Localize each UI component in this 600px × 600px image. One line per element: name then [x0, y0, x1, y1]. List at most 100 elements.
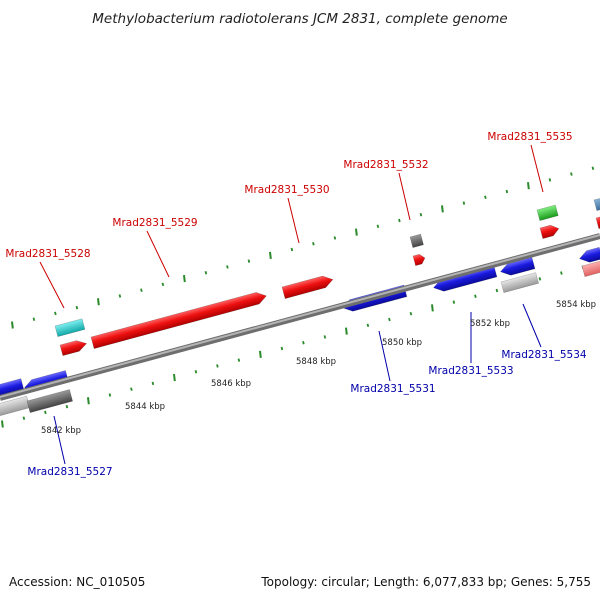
reverse-tick [194, 370, 198, 374]
kbp-label-5842: 5842 kbp [41, 426, 81, 436]
reverse-tick [44, 410, 47, 415]
forward-tick [527, 182, 530, 190]
forward-tick [226, 265, 229, 269]
feature-box [581, 260, 600, 277]
leader-line [398, 172, 411, 221]
forward-tick [591, 166, 595, 170]
gene-features [0, 196, 600, 418]
leader-line [378, 330, 391, 382]
forward-gene-label: Mrad2831_5528 [5, 248, 90, 260]
forward-gene-label: Mrad2831_5530 [244, 184, 329, 196]
forward-gene-label: Mrad2831_5532 [343, 159, 428, 171]
reverse-tick [1, 420, 4, 428]
reverse-gene-arrow [579, 246, 600, 263]
reverse-gene-label: Mrad2831_5533 [428, 365, 513, 377]
reverse-tick [366, 323, 370, 328]
leader-line [53, 415, 66, 465]
forward-gene-arrow [90, 292, 267, 349]
reverse-gene-label: Mrad2831_5527 [27, 466, 112, 478]
kbp-label-5850: 5850 kbp [382, 338, 422, 348]
forward-tick [161, 282, 165, 287]
forward-tick [97, 298, 100, 306]
reverse-tick [259, 350, 262, 358]
forward-tick [333, 236, 337, 240]
forward-tick [441, 205, 444, 213]
genome-summary-text: Topology: circular; Length: 6,077,833 bp… [260, 575, 591, 589]
feature-box [54, 318, 86, 337]
forward-gene-arrow [539, 224, 560, 239]
reverse-tick [431, 304, 434, 312]
reverse-tick [130, 387, 133, 391]
forward-tick [32, 317, 36, 321]
forward-gene-arrow [281, 275, 334, 299]
leader-line [39, 261, 65, 309]
forward-tick [484, 195, 487, 200]
reverse-tick [409, 311, 413, 316]
kbp-label-5848: 5848 kbp [296, 357, 336, 367]
reverse-tick [323, 335, 327, 339]
reverse-gene-label: Mrad2831_5534 [501, 349, 586, 361]
gene-labels: Mrad2831_5528 Mrad2831_5529 Mrad2831_5530 M… [5, 131, 586, 478]
kbp-label-5844: 5844 kbp [125, 402, 165, 412]
feature-box [536, 204, 559, 221]
leader-line [522, 303, 542, 348]
reverse-tick [87, 397, 90, 405]
reverse-tick [560, 271, 563, 275]
forward-gene-arrow [412, 253, 426, 267]
feature-box [26, 389, 73, 413]
forward-gene-label: Mrad2831_5529 [112, 217, 197, 229]
feature-box [593, 196, 600, 211]
backbone [0, 233, 600, 401]
forward-tick [548, 178, 552, 182]
forward-tick [11, 321, 14, 329]
forward-tick [355, 228, 358, 236]
forward-tick [140, 288, 143, 292]
feature-box [409, 233, 424, 248]
reverse-tick [108, 393, 112, 397]
tick-marks [1, 166, 595, 428]
reverse-tick [495, 288, 499, 293]
kbp-label-5846: 5846 kbp [211, 379, 251, 389]
forward-tick [118, 294, 122, 298]
reverse-tick [280, 346, 284, 351]
forward-tick [376, 224, 380, 229]
reverse-tick [452, 300, 456, 304]
reverse-tick [216, 364, 219, 368]
forward-tick [183, 274, 186, 283]
forward-tick [269, 251, 272, 259]
forward-gene-arrow [59, 340, 88, 356]
feature-box [500, 272, 539, 293]
map-title: Methylobacterium radiotolerans JCM 2831,… [92, 11, 507, 27]
forward-tick [54, 311, 57, 316]
leader-line [146, 230, 170, 278]
kbp-label-5854: 5854 kbp [556, 300, 596, 310]
forward-tick [312, 241, 315, 246]
leader-line [530, 144, 544, 193]
reverse-tick [538, 277, 542, 281]
reverse-gene-label: Mrad2831_5531 [350, 383, 435, 395]
leader-line [287, 197, 300, 244]
reverse-tick [173, 373, 176, 382]
reverse-tick [151, 381, 155, 386]
reverse-tick [345, 327, 348, 335]
forward-tick [204, 271, 208, 275]
kbp-label-5852: 5852 kbp [470, 319, 510, 329]
reverse-tick [474, 294, 477, 299]
forward-tick [570, 172, 573, 176]
reverse-tick [65, 404, 69, 409]
forward-gene-arrow [595, 216, 600, 229]
forward-tick [247, 259, 251, 263]
forward-tick [290, 247, 294, 252]
reverse-tick [237, 358, 241, 362]
forward-tick [419, 212, 423, 217]
reverse-tick [388, 317, 391, 322]
reverse-tick [22, 416, 26, 420]
forward-gene-label: Mrad2831_5535 [487, 131, 572, 143]
forward-tick [398, 218, 401, 223]
forward-tick [462, 201, 466, 205]
reverse-tick [302, 340, 305, 345]
forward-tick [505, 189, 509, 194]
forward-tick [75, 305, 79, 310]
accession-text: Accession: NC_010505 [9, 575, 145, 589]
